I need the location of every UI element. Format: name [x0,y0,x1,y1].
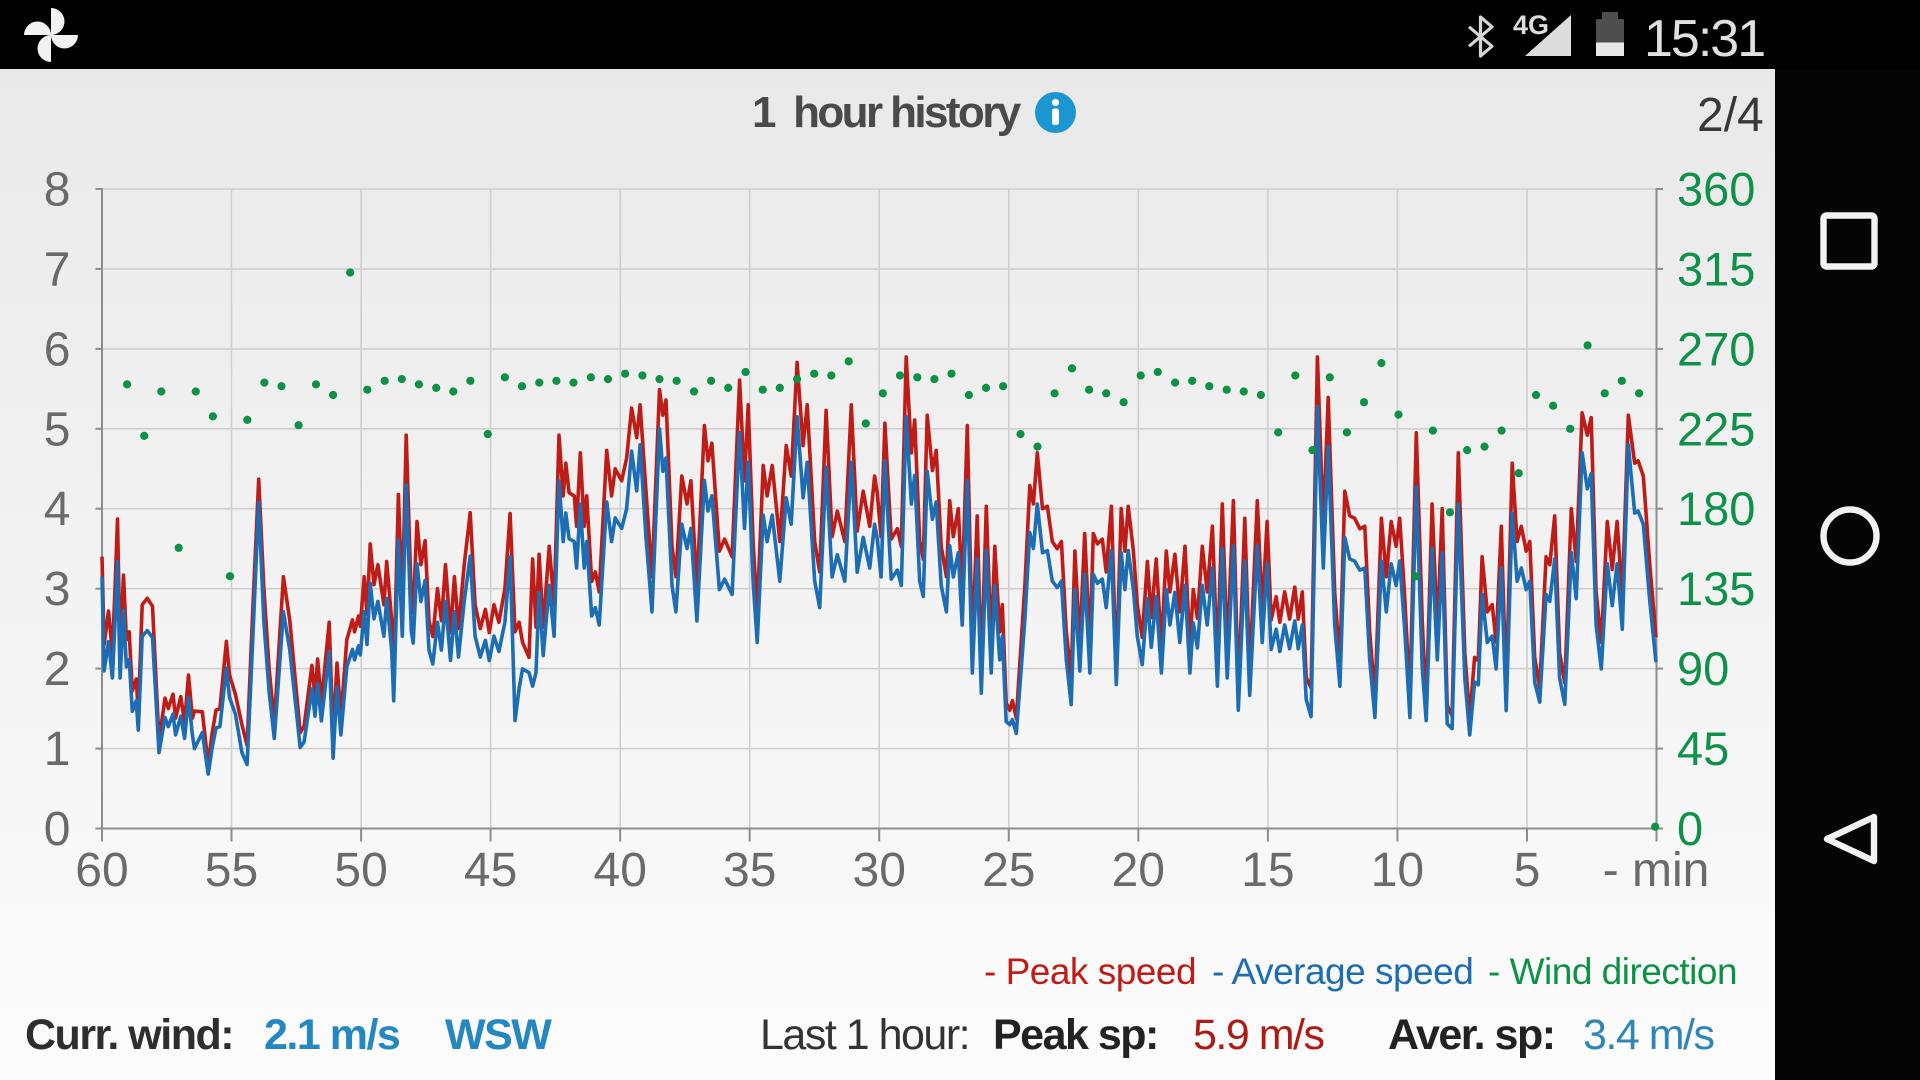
svg-text:15: 15 [1241,844,1294,897]
svg-text:4G: 4G [1513,10,1549,40]
svg-text:40: 40 [594,844,647,897]
svg-text:3: 3 [44,563,71,616]
svg-text:270: 270 [1677,322,1755,375]
svg-text:5: 5 [1514,844,1541,897]
svg-text:30: 30 [853,844,906,897]
svg-text:0: 0 [1677,802,1703,855]
svg-text:360: 360 [1677,163,1755,216]
svg-text:50: 50 [334,844,387,897]
svg-text:55: 55 [205,844,258,897]
svg-text:35: 35 [723,844,776,897]
svg-text:7: 7 [44,243,71,296]
svg-text:15:31: 15:31 [1644,10,1764,68]
svg-text:45: 45 [1677,722,1729,775]
svg-text:4: 4 [44,483,71,536]
svg-text:225: 225 [1677,402,1755,455]
svg-text:180: 180 [1677,482,1755,535]
svg-text:60: 60 [75,844,128,897]
svg-text:135: 135 [1677,562,1755,615]
svg-text:45: 45 [464,844,517,897]
svg-text:10: 10 [1371,844,1424,897]
svg-text:90: 90 [1677,642,1729,695]
svg-text:5: 5 [44,403,71,456]
svg-text:25: 25 [982,844,1035,897]
svg-text:6: 6 [44,323,71,376]
svg-text:- min: - min [1603,844,1710,897]
svg-text:20: 20 [1112,844,1165,897]
svg-text:8: 8 [44,164,71,217]
svg-text:1: 1 [44,723,71,776]
svg-text:315: 315 [1677,242,1755,295]
svg-text:0: 0 [44,803,71,856]
svg-text:2: 2 [44,643,71,696]
